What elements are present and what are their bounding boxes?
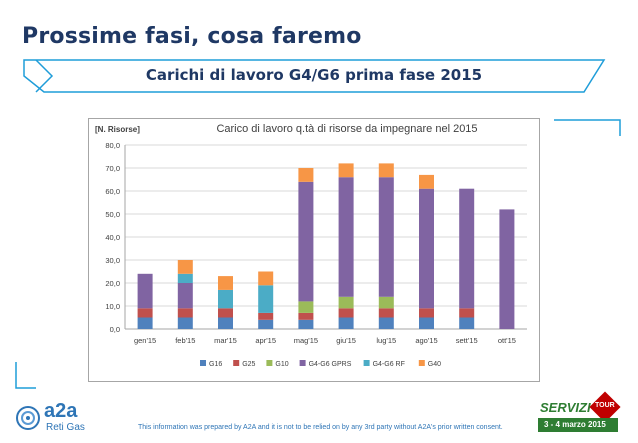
y-tick-label: 50,0 <box>105 210 120 219</box>
legend-label: G4-G6 RF <box>373 361 405 368</box>
bar-segment <box>218 276 233 290</box>
y-tick-label: 60,0 <box>105 187 120 196</box>
legend-swatch <box>363 360 370 366</box>
bar-segment <box>258 285 274 313</box>
bar-segment <box>419 174 434 189</box>
a2a-logo: a2a Reti Gas <box>14 398 102 438</box>
legend-label: G25 <box>242 361 255 368</box>
bar-segment <box>338 177 354 297</box>
bar-segment <box>338 163 354 178</box>
y-tick-label: 0,0 <box>110 325 120 334</box>
x-tick-label: mag'15 <box>294 336 318 345</box>
y-tick-label: 40,0 <box>105 233 120 242</box>
x-tick-label: gen'15 <box>134 336 156 345</box>
servizi-date-text: 3 - 4 marzo 2015 <box>544 420 606 429</box>
bar-segment <box>378 308 394 318</box>
legend-swatch <box>200 360 206 366</box>
legend-swatch <box>266 360 273 366</box>
a2a-logo-icon <box>16 406 40 430</box>
x-tick-label: apr'15 <box>255 336 276 345</box>
bar-segment <box>258 271 274 286</box>
legend-swatch <box>233 360 240 366</box>
x-tick-label: ago'15 <box>415 336 437 345</box>
bar-segment <box>419 317 434 329</box>
bar-segment <box>419 188 434 309</box>
chart-canvas: [N. Risorse] Carico di lavoro q.tà di ris… <box>95 123 527 368</box>
bar-segment <box>378 317 394 329</box>
bar-segment <box>177 283 193 309</box>
y-tick-label: 20,0 <box>105 279 120 288</box>
x-tick-label: giu'15 <box>336 336 356 345</box>
x-tick-label: ott'15 <box>498 336 516 345</box>
bar-segment <box>459 317 475 329</box>
banner-frame <box>23 59 606 93</box>
bar-segment <box>298 181 314 302</box>
bar-segment <box>338 317 354 329</box>
bar-segment <box>177 317 193 329</box>
bar-segment <box>177 273 193 283</box>
y-tick-label: 70,0 <box>105 164 120 173</box>
corner-bracket-bottom-left <box>15 362 36 389</box>
workload-chart: [N. Risorse] Carico di lavoro q.tà di ris… <box>88 118 540 382</box>
y-tick-label: 80,0 <box>105 141 120 150</box>
page-title: Prossime fasi, cosa faremo <box>22 24 362 49</box>
bar-segment <box>218 289 233 309</box>
legend-swatch <box>418 360 425 366</box>
bar-segment <box>258 312 274 320</box>
y-tick-label: 10,0 <box>105 302 120 311</box>
legend-swatch <box>299 360 306 366</box>
legend-label: G10 <box>275 361 288 368</box>
tour-badge-text: TOUR <box>595 402 615 409</box>
bar-segment <box>338 296 354 309</box>
bar-segment <box>378 177 394 297</box>
section-banner: Carichi di lavoro G4/G6 prima fase 2015 <box>14 54 614 98</box>
chart-title: Carico di lavoro q.tà di risorse da impe… <box>216 123 477 135</box>
servizi-tour-logo: SERVIZI TOUR 3 - 4 marzo 2015 <box>536 391 621 438</box>
legend-label: G16 <box>209 361 222 368</box>
legend-label: G40 <box>428 361 441 368</box>
bar-segment <box>137 273 153 309</box>
servizi-logo-text: SERVIZI <box>540 400 591 415</box>
bar-segment <box>218 308 233 318</box>
bar-segment <box>298 168 314 182</box>
bar-segment <box>298 312 314 320</box>
bar-segment <box>218 317 233 329</box>
bar-segment <box>419 308 434 318</box>
corner-bracket-top-right <box>554 119 621 136</box>
bar-segment <box>298 319 314 329</box>
bar-segment <box>459 188 475 309</box>
banner-text: Carichi di lavoro G4/G6 prima fase 2015 <box>145 66 483 84</box>
servizi-date-bar <box>538 418 618 432</box>
y-axis-label: [N. Risorse] <box>95 125 140 134</box>
bar-segment <box>137 308 153 318</box>
bar-segment <box>258 319 274 329</box>
legend-label: G4-G6 GPRS <box>309 361 352 368</box>
bar-segment <box>137 317 153 329</box>
a2a-logo-subtext: Reti Gas <box>46 422 85 433</box>
y-tick-label: 30,0 <box>105 256 120 265</box>
bar-segment <box>177 260 193 274</box>
x-tick-label: sett'15 <box>456 336 478 345</box>
x-tick-label: mar'15 <box>214 336 237 345</box>
bar-segment <box>177 308 193 318</box>
bar-segment <box>338 308 354 318</box>
x-tick-label: lug'15 <box>376 336 396 345</box>
footer-disclaimer: This information was prepared by A2A and… <box>138 424 503 431</box>
bar-segment <box>459 308 475 318</box>
bar-segment <box>378 163 394 178</box>
bar-segment <box>298 301 314 313</box>
bar-segment <box>499 209 515 329</box>
a2a-logo-text: a2a <box>44 400 78 422</box>
x-tick-label: feb'15 <box>175 336 195 345</box>
bar-segment <box>378 296 394 309</box>
